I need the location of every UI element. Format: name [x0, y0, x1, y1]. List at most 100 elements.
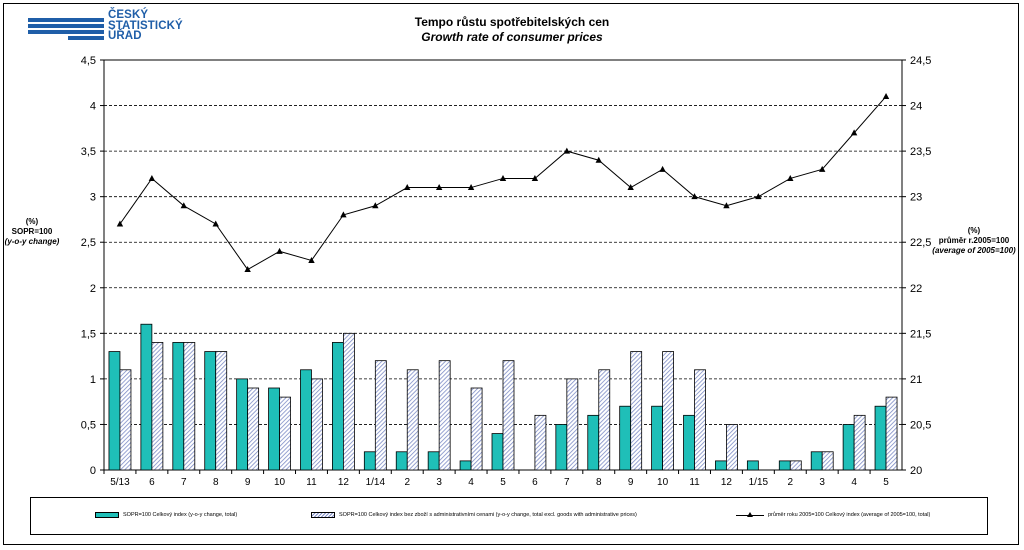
- bar-total: [363, 451, 376, 471]
- legend-label-bar2: SOPR=100 Celkový index bez zboží s admin…: [339, 512, 637, 518]
- line-marker: [595, 156, 602, 163]
- left-tick-label: 3,5: [81, 146, 96, 158]
- line-marker: [404, 184, 411, 191]
- line-marker: [308, 256, 315, 263]
- legend: SOPR=100 Celkový index (y-o-y change, to…: [30, 497, 988, 535]
- bar-excl-admin: [119, 369, 132, 471]
- x-tick-label: 5/13: [110, 477, 130, 488]
- x-tick-label: 12: [338, 477, 350, 488]
- x-tick-label: 4: [851, 477, 857, 488]
- line-marker: [627, 184, 634, 191]
- right-tick-label: 24,5: [910, 55, 931, 67]
- bar-excl-admin: [279, 396, 291, 471]
- legend-label-bar1: SOPR=100 Celkový index (y-o-y change, to…: [123, 512, 238, 518]
- logo-stripe: [28, 30, 104, 34]
- bar-total: [746, 460, 759, 471]
- left-tick-label: 1,5: [81, 328, 96, 340]
- line-marker: [340, 211, 347, 218]
- line-marker: [723, 202, 730, 209]
- legend-swatch-bar2: [311, 512, 335, 518]
- bar-excl-admin: [470, 387, 483, 471]
- right-tick-label: 21,5: [910, 328, 931, 340]
- bar-total: [683, 414, 695, 471]
- bar-total: [108, 351, 121, 471]
- x-tick-label: 11: [306, 477, 317, 488]
- bar-total: [715, 460, 727, 471]
- bar-excl-admin: [151, 342, 164, 471]
- legend-item-bar1: SOPR=100 Celkový index (y-o-y change, to…: [95, 512, 237, 518]
- x-tick-label: 2: [787, 477, 793, 488]
- bar-excl-admin: [183, 342, 196, 471]
- left-tick-label: 1: [90, 374, 96, 386]
- bar-excl-admin: [534, 414, 547, 471]
- bar-total: [140, 323, 153, 471]
- x-tick-label: 5: [883, 477, 889, 488]
- bar-total: [555, 424, 568, 471]
- line-marker: [372, 202, 379, 209]
- line-marker: [244, 266, 251, 273]
- bar-excl-admin: [726, 424, 738, 471]
- left-tick-label: 0: [90, 465, 96, 477]
- x-tick-label: 2: [404, 477, 410, 488]
- bar-total: [842, 424, 855, 471]
- bar-total: [395, 451, 408, 471]
- bar-excl-admin: [215, 351, 228, 471]
- bar-excl-admin: [630, 351, 643, 471]
- line-marker: [180, 202, 187, 209]
- legend-label-line: průměr roku 2005=100 Celkový index (aver…: [768, 512, 931, 518]
- x-tick-label: 9: [245, 477, 251, 488]
- chart-title: Tempo růstu spotřebitelských cen: [414, 15, 610, 29]
- bar-excl-admin: [502, 360, 515, 471]
- line-marker: [563, 147, 571, 154]
- bar-total: [427, 451, 440, 471]
- bar-total: [459, 460, 472, 471]
- left-tick-label: 2,5: [81, 237, 96, 249]
- x-tick-label: 6: [532, 477, 538, 488]
- bar-excl-admin: [438, 360, 451, 471]
- left-tick-label: 4,5: [81, 55, 96, 67]
- bar-excl-admin: [853, 414, 866, 471]
- bar-total: [491, 433, 504, 471]
- right-axis-title: (%) průměr r.2005=100 (average of 2005=1…: [932, 226, 1016, 255]
- x-tick-label: 11: [689, 477, 700, 488]
- left-tick-label: 0,5: [81, 419, 96, 431]
- line-marker: [659, 165, 666, 172]
- bar-total: [268, 387, 280, 471]
- bar-total: [810, 451, 823, 471]
- logo-text: ČESKÝ STATISTICKÝ ÚŘAD: [108, 9, 183, 42]
- bar-total: [172, 342, 185, 471]
- bar-total: [651, 405, 663, 471]
- bar-total: [874, 405, 887, 471]
- line-marker: [882, 92, 890, 99]
- line-marker: [691, 193, 698, 200]
- x-tick-label: 8: [213, 477, 219, 488]
- left-tick-label: 2: [90, 283, 96, 295]
- bar-total: [587, 414, 600, 471]
- left-axis-title: (%) SOPR=100 (y-o-y change): [4, 217, 60, 246]
- bar-total: [204, 351, 217, 471]
- left-tick-label: 3: [90, 192, 96, 204]
- bar-excl-admin: [598, 369, 611, 471]
- bar-excl-admin: [406, 369, 419, 471]
- right-tick-label: 22: [910, 283, 922, 295]
- x-tick-label: 9: [628, 477, 634, 488]
- bar-excl-admin: [311, 378, 323, 471]
- line-marker: [850, 129, 858, 136]
- x-tick-label: 3: [819, 477, 825, 488]
- right-tick-label: 21: [910, 374, 922, 386]
- bar-excl-admin: [821, 451, 834, 471]
- line-marker: [116, 220, 124, 227]
- line-marker: [276, 247, 283, 254]
- line-marker: [467, 184, 475, 191]
- x-tick-label: 7: [564, 477, 570, 488]
- x-tick-label: 8: [596, 477, 602, 488]
- bar-total: [778, 460, 791, 471]
- right-tick-label: 20,5: [910, 419, 931, 431]
- legend-swatch-bar1: [95, 512, 119, 518]
- legend-item-line: průměr roku 2005=100 Celkový index (aver…: [736, 512, 930, 518]
- bar-excl-admin: [789, 460, 802, 471]
- bar-total: [331, 342, 344, 471]
- x-tick-label: 10: [274, 477, 286, 488]
- bar-excl-admin: [374, 360, 387, 471]
